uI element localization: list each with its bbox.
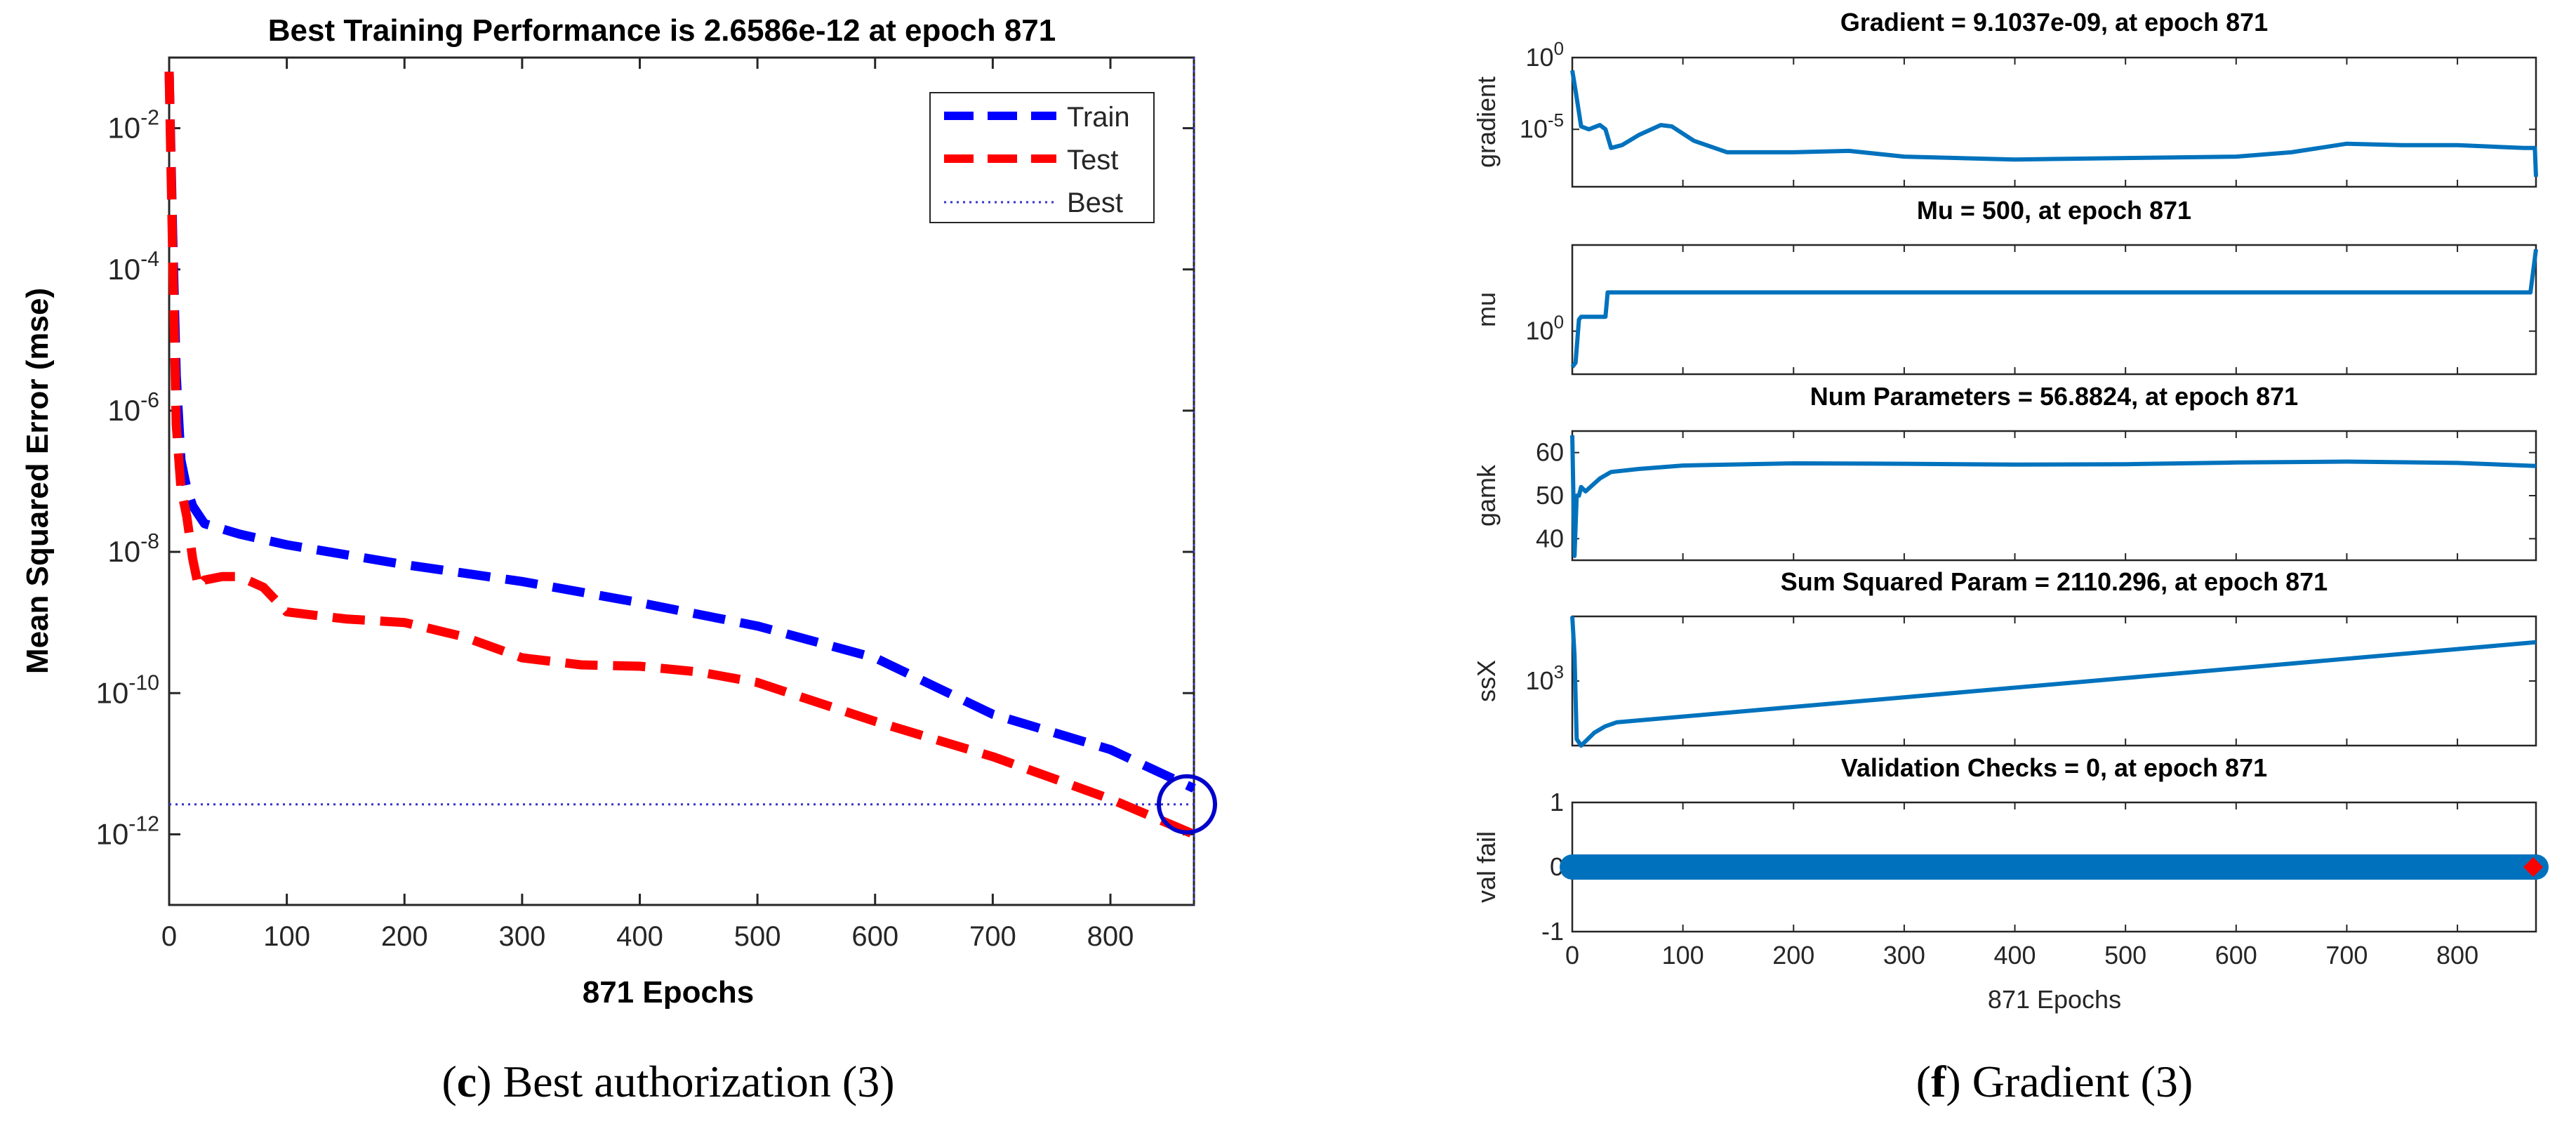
caption-right-text: Gradient (3) <box>1972 1057 2193 1106</box>
panel-ylabel: ssX <box>1472 660 1501 702</box>
x-tick-label: 100 <box>263 921 310 952</box>
y-tick-label: 10-10 <box>96 671 159 709</box>
y-tick-label: 100 <box>1526 312 1564 345</box>
y-tick-label: 60 <box>1536 438 1564 467</box>
panel-title: Num Parameters = 56.8824, at epoch 871 <box>1810 382 2298 411</box>
panel-ssX: Sum Squared Param = 2110.296, at epoch 8… <box>1472 567 2537 748</box>
x-tick-label: 200 <box>1772 941 1814 970</box>
legend: Train Test Best <box>929 92 1155 223</box>
panel-ylabel: gradient <box>1472 77 1501 168</box>
x-tick-label: 400 <box>616 921 663 952</box>
panel-gradient: Gradient = 9.1037e-09, at epoch 871 gradi… <box>1472 8 2538 188</box>
x-tick-label: 100 <box>1662 941 1704 970</box>
y-tick-label: 10-2 <box>107 107 159 145</box>
best-point-circle <box>1157 774 1217 835</box>
panel-title: Validation Checks = 0, at epoch 871 <box>1841 753 2267 782</box>
x-tick-label: 800 <box>1087 921 1134 952</box>
last-epoch-marker <box>2523 857 2543 877</box>
x-tick-label: 200 <box>381 921 428 952</box>
performance-xlabel: 871 Epochs <box>583 975 755 1010</box>
panel-ylabel: mu <box>1472 292 1501 327</box>
y-tick-label: 10-12 <box>96 813 159 851</box>
y-tick-label: 1 <box>1550 788 1564 816</box>
y-tick-label: 103 <box>1526 663 1564 695</box>
panel-plot-area <box>1571 430 2537 562</box>
panel-plot-area <box>1571 56 2537 188</box>
gradient-series-line <box>1570 70 2538 177</box>
panel-val-fail: Validation Checks = 0, at epoch 871 val f… <box>1472 753 2549 970</box>
x-tick-label: 0 <box>161 921 177 952</box>
x-tick-label: 400 <box>1994 941 2036 970</box>
panel-plot-area <box>1571 615 2537 747</box>
x-tick-label: 700 <box>2325 941 2368 970</box>
y-tick-label: 10-4 <box>107 248 159 286</box>
panel-mu: Mu = 500, at epoch 871 mu 100 <box>1472 196 2538 376</box>
x-tick-label: 500 <box>2104 941 2146 970</box>
legend-best-label: Best <box>1067 187 1123 218</box>
y-tick-label: 100 <box>1526 39 1564 72</box>
ssX-series-line <box>1570 616 2537 748</box>
legend-test-label: Test <box>1067 145 1118 176</box>
test-series-line <box>164 71 1196 839</box>
caption-left: (c) Best authorization (3) <box>441 1057 894 1106</box>
x-tick-label: 700 <box>969 921 1016 952</box>
x-tick-label: 600 <box>2215 941 2257 970</box>
training-state-chart: Gradient = 9.1037e-09, at epoch 871 gradi… <box>1472 8 2549 1014</box>
y-tick-label: 10-5 <box>1520 111 1564 143</box>
training-state-xlabel: 871 Epochs <box>1988 985 2121 1014</box>
panel-plot-area <box>1571 244 2537 376</box>
panel-title: Mu = 500, at epoch 871 <box>1917 196 2191 225</box>
y-tick-label: 10-8 <box>107 530 159 568</box>
gamk-series-line <box>1570 435 2537 558</box>
caption-left-letter: c <box>457 1057 477 1106</box>
panel-ylabel: val fail <box>1472 831 1501 903</box>
legend-train-label: Train <box>1067 102 1130 133</box>
y-tick-label: 50 <box>1536 481 1564 510</box>
caption-left-text: Best authorization (3) <box>503 1057 894 1106</box>
y-tick-label: -1 <box>1541 917 1564 946</box>
y-tick-label: 10-6 <box>107 389 159 427</box>
caption-right: (f) Gradient (3) <box>1916 1057 2193 1106</box>
x-tick-label: 300 <box>498 921 545 952</box>
panel-title: Sum Squared Param = 2110.296, at epoch 8… <box>1781 567 2328 596</box>
x-tick-label: 500 <box>734 921 781 952</box>
x-tick-label: 0 <box>1565 941 1579 970</box>
panel-gamk: Num Parameters = 56.8824, at epoch 871 ga… <box>1472 382 2537 562</box>
performance-chart: Best Training Performance is 2.6586e-12 … <box>20 13 1217 1010</box>
y-tick-label: 40 <box>1536 524 1564 553</box>
panel-title: Gradient = 9.1037e-09, at epoch 871 <box>1840 8 2268 37</box>
y-tick-label: 0 <box>1550 852 1564 881</box>
performance-ylabel: Mean Squared Error (mse) <box>20 288 55 674</box>
mu-series-line <box>1570 249 2538 369</box>
x-tick-label: 300 <box>1883 941 1925 970</box>
caption-right-letter: f <box>1931 1057 1946 1106</box>
panel-ylabel: gamk <box>1472 464 1501 527</box>
performance-title: Best Training Performance is 2.6586e-12 … <box>268 13 1056 48</box>
x-tick-label: 600 <box>851 921 898 952</box>
x-tick-label: 800 <box>2436 941 2478 970</box>
